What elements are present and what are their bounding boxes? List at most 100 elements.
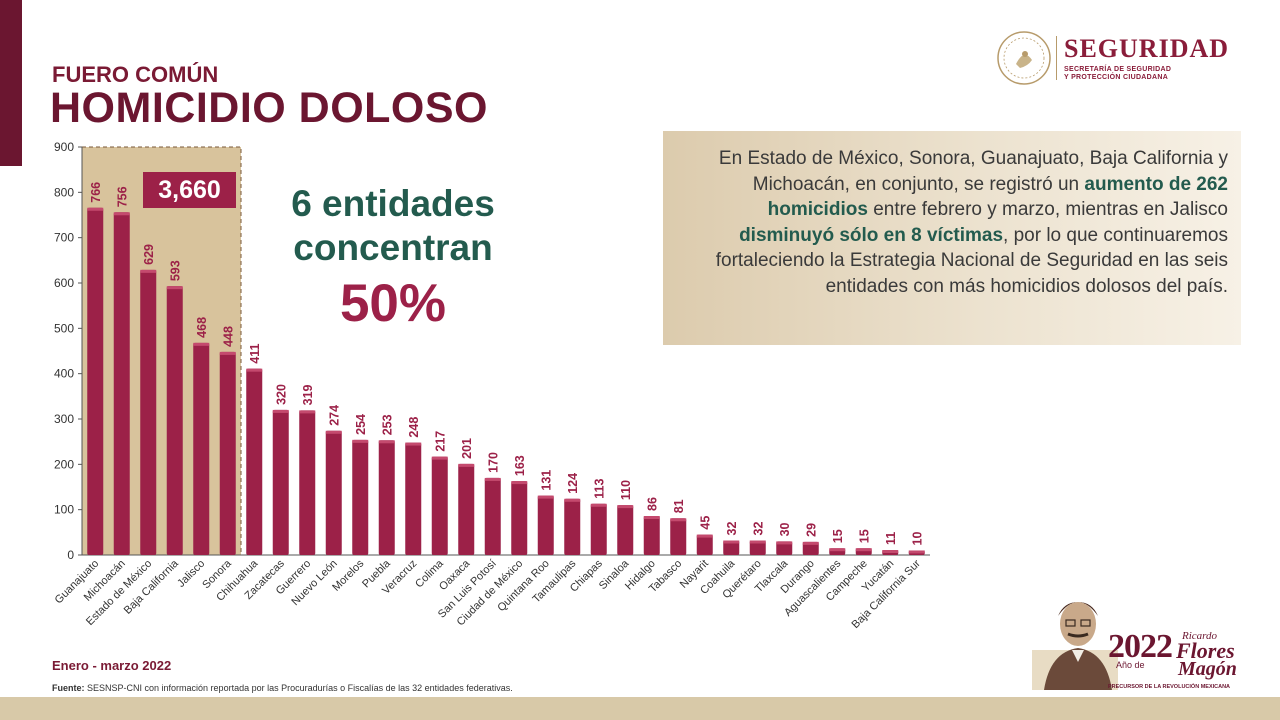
bar-top-highlight — [325, 430, 342, 434]
bar-top-highlight — [166, 286, 183, 290]
emblem-name-third: Magón — [1178, 658, 1237, 680]
bar-value-label: 629 — [142, 244, 156, 265]
bar-value-label: 81 — [672, 499, 686, 513]
bar-value-label: 756 — [116, 186, 130, 207]
bar-top-highlight — [140, 269, 157, 273]
highlight-region — [81, 146, 242, 556]
bar-value-label: 766 — [89, 182, 103, 203]
bar — [749, 540, 766, 555]
logo-subtitle-line1: SECRETARÍA DE SEGURIDAD — [1064, 66, 1172, 73]
bar-value-label: 248 — [407, 417, 421, 438]
info-box: En Estado de México, Sonora, Guanajuato,… — [663, 131, 1241, 345]
bar-value-label: 10 — [911, 532, 925, 546]
bar-top-highlight — [272, 409, 289, 413]
bar-value-label: 254 — [354, 414, 368, 435]
logo-subtitle: SECRETARÍA DE SEGURIDAD Y PROTECCIÓN CIU… — [1064, 66, 1171, 82]
bar — [378, 440, 395, 555]
bar-top-highlight — [723, 540, 740, 544]
bar — [299, 410, 316, 555]
bar — [140, 269, 157, 555]
bar — [564, 498, 581, 555]
bar-top-highlight — [87, 207, 104, 211]
bar-top-highlight — [299, 410, 316, 414]
bar-top-highlight — [484, 477, 501, 481]
bar — [325, 430, 342, 555]
flores-magon-portrait-icon — [1032, 602, 1118, 690]
bar — [670, 518, 687, 555]
bar — [219, 351, 236, 555]
bar — [590, 503, 607, 555]
bar-value-label: 30 — [778, 522, 792, 536]
bar-value-label: 593 — [169, 260, 183, 281]
y-tick-label: 800 — [54, 185, 74, 199]
bar-top-highlight — [193, 342, 210, 346]
bar — [484, 477, 501, 555]
bar-top-highlight — [855, 548, 872, 552]
info-text-2: entre febrero y marzo, mientras en Jalis… — [873, 199, 1228, 221]
bottom-strip — [0, 697, 1280, 720]
y-tick-label: 400 — [54, 367, 74, 381]
bar-top-highlight — [882, 550, 899, 554]
bar-value-label: 253 — [381, 414, 395, 435]
bar — [643, 516, 660, 555]
bar — [802, 541, 819, 555]
bar-value-label: 320 — [275, 384, 289, 405]
info-highlight-decrease: disminuyó sólo en 8 víctimas — [739, 224, 1004, 246]
bar-top-highlight — [670, 518, 687, 522]
source-note: Fuente: SESNSP-CNI con información repor… — [52, 683, 513, 693]
y-tick-label: 700 — [54, 231, 74, 245]
bar-value-label: 45 — [699, 516, 713, 530]
bar-value-label: 170 — [487, 452, 501, 473]
bar-top-highlight — [246, 368, 263, 372]
y-tick-label: 900 — [54, 140, 74, 154]
info-text-3: , por lo que continuaremos fortaleciendo… — [715, 224, 1228, 297]
bar-top-highlight — [378, 440, 395, 444]
bar-top-highlight — [113, 212, 130, 216]
bar — [431, 456, 448, 555]
info-highlight-increase: aumento de 262 homicidios — [767, 173, 1228, 221]
bar-top-highlight — [537, 495, 554, 499]
corner-accent-bar — [0, 0, 22, 166]
bar-value-label: 411 — [248, 343, 262, 363]
logo-divider — [1056, 36, 1057, 80]
bar-value-label: 15 — [858, 529, 872, 543]
homicide-bar-chart: 0100200300400500600700800900766Guanajuat… — [53, 140, 930, 631]
callout-percent: 50% — [339, 274, 447, 333]
emblem-name-first: Ricardo — [1182, 630, 1218, 642]
bar — [87, 207, 104, 555]
bar-top-highlight — [749, 540, 766, 544]
bar — [458, 463, 475, 555]
bar-value-label: 29 — [805, 523, 819, 537]
logo-title: SEGURIDAD — [1064, 34, 1230, 63]
seguridad-logo: SEGURIDAD SECRETARÍA DE SEGURIDAD Y PROT… — [996, 30, 1246, 86]
bar-value-label: 32 — [752, 522, 766, 536]
bar-top-highlight — [219, 351, 236, 355]
info-text-1: En Estado de México, Sonora, Guanajuato,… — [718, 148, 1228, 195]
y-tick-label: 600 — [54, 276, 74, 290]
bar-value-label: 11 — [884, 532, 898, 545]
bar-value-label: 131 — [540, 470, 554, 491]
bar-value-label: 15 — [831, 529, 845, 543]
bar-top-highlight — [564, 498, 581, 502]
emblem-anio: Año de — [1116, 660, 1145, 670]
bar-top-highlight — [802, 541, 819, 545]
bar — [723, 540, 740, 555]
bar-value-label: 319 — [301, 384, 315, 405]
bar — [537, 495, 554, 555]
bar-top-highlight — [405, 442, 422, 446]
concentration-callout: 6 entidades concentran 50% — [268, 182, 518, 336]
bar — [272, 409, 289, 555]
bar-top-highlight — [829, 548, 846, 552]
period-label: Enero - marzo 2022 — [52, 658, 172, 673]
bar-top-highlight — [511, 481, 528, 485]
bar — [193, 342, 210, 555]
y-tick-label: 0 — [67, 548, 74, 562]
bar-value-label: 274 — [328, 405, 342, 426]
bar — [113, 212, 130, 555]
year-emblem: 2022 Año de Ricardo Flores Magón PRECURS… — [1030, 590, 1237, 692]
bar-value-label: 217 — [434, 431, 448, 452]
bar-top-highlight — [908, 550, 925, 554]
national-seal-icon — [997, 31, 1051, 85]
bar — [776, 541, 793, 555]
bar-top-highlight — [696, 534, 713, 538]
